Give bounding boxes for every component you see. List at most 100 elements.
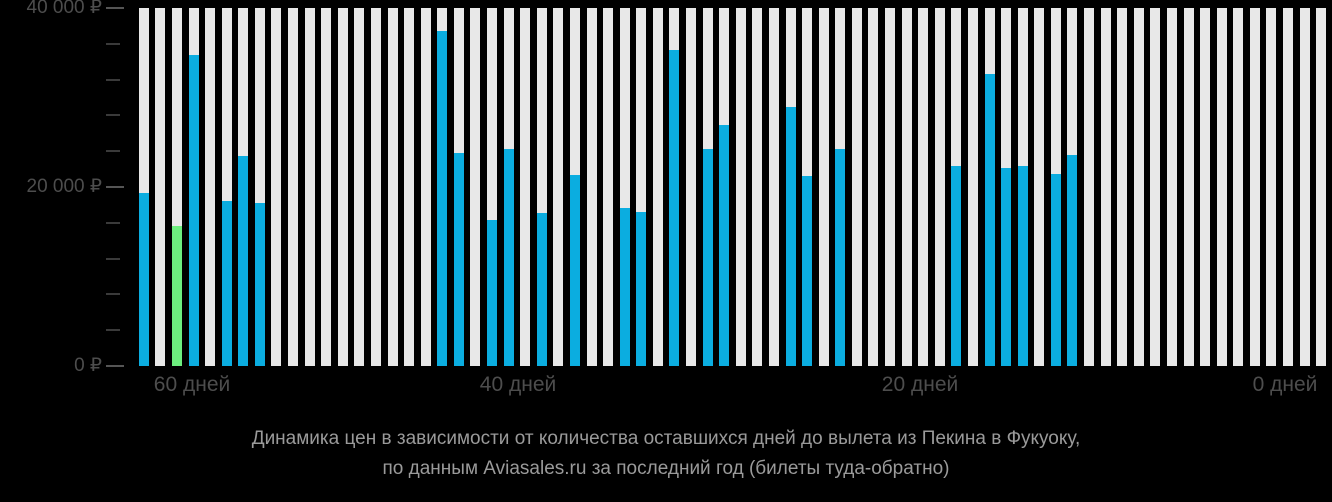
chart-column[interactable]	[1200, 0, 1211, 366]
chart-column[interactable]	[951, 0, 962, 366]
chart-bar[interactable]	[702, 149, 713, 366]
chart-column[interactable]	[669, 0, 680, 366]
chart-bar-highlighted[interactable]	[171, 225, 182, 366]
chart-bar[interactable]	[1067, 154, 1078, 366]
chart-bar[interactable]	[487, 220, 498, 366]
chart-column[interactable]	[188, 0, 199, 366]
chart-column[interactable]	[652, 0, 663, 366]
chart-column[interactable]	[835, 0, 846, 366]
chart-column[interactable]	[420, 0, 431, 366]
chart-column[interactable]	[370, 0, 381, 366]
chart-bar[interactable]	[221, 201, 232, 366]
chart-column[interactable]	[851, 0, 862, 366]
chart-column[interactable]	[984, 0, 995, 366]
chart-column[interactable]	[868, 0, 879, 366]
chart-column[interactable]	[304, 0, 315, 366]
y-axis-tick-minor	[106, 150, 120, 153]
chart-column[interactable]	[1017, 0, 1028, 366]
chart-column[interactable]	[901, 0, 912, 366]
chart-column[interactable]	[437, 0, 448, 366]
chart-column[interactable]	[1067, 0, 1078, 366]
chart-column[interactable]	[337, 0, 348, 366]
chart-column[interactable]	[1117, 0, 1128, 366]
chart-column[interactable]	[288, 0, 299, 366]
chart-bar[interactable]	[453, 153, 464, 366]
chart-column[interactable]	[238, 0, 249, 366]
chart-column[interactable]	[354, 0, 365, 366]
chart-bar[interactable]	[188, 55, 199, 366]
chart-column[interactable]	[138, 0, 149, 366]
chart-bar[interactable]	[437, 31, 448, 366]
chart-column[interactable]	[1166, 0, 1177, 366]
chart-column[interactable]	[321, 0, 332, 366]
chart-column[interactable]	[387, 0, 398, 366]
chart-column[interactable]	[802, 0, 813, 366]
chart-bar[interactable]	[619, 208, 630, 366]
chart-bar[interactable]	[536, 212, 547, 366]
chart-column[interactable]	[636, 0, 647, 366]
chart-column[interactable]	[1249, 0, 1260, 366]
chart-bar[interactable]	[669, 50, 680, 366]
chart-column[interactable]	[503, 0, 514, 366]
chart-bar[interactable]	[719, 125, 730, 366]
chart-column[interactable]	[1299, 0, 1310, 366]
column-track	[752, 8, 763, 366]
chart-bar[interactable]	[1017, 165, 1028, 366]
chart-column[interactable]	[768, 0, 779, 366]
chart-bar[interactable]	[1050, 173, 1061, 366]
chart-column[interactable]	[520, 0, 531, 366]
chart-column[interactable]	[553, 0, 564, 366]
chart-column[interactable]	[470, 0, 481, 366]
chart-column[interactable]	[569, 0, 580, 366]
chart-column[interactable]	[719, 0, 730, 366]
chart-column[interactable]	[619, 0, 630, 366]
chart-column[interactable]	[1266, 0, 1277, 366]
chart-bar[interactable]	[254, 203, 265, 366]
chart-column[interactable]	[1050, 0, 1061, 366]
chart-bar[interactable]	[1001, 168, 1012, 366]
chart-column[interactable]	[453, 0, 464, 366]
chart-column[interactable]	[1084, 0, 1095, 366]
chart-column[interactable]	[1216, 0, 1227, 366]
chart-column[interactable]	[1034, 0, 1045, 366]
chart-column[interactable]	[1316, 0, 1327, 366]
chart-column[interactable]	[1100, 0, 1111, 366]
chart-column[interactable]	[885, 0, 896, 366]
chart-bar[interactable]	[785, 107, 796, 366]
chart-column[interactable]	[702, 0, 713, 366]
chart-column[interactable]	[171, 0, 182, 366]
chart-column[interactable]	[918, 0, 929, 366]
chart-column[interactable]	[686, 0, 697, 366]
chart-bar[interactable]	[835, 149, 846, 366]
chart-bar[interactable]	[503, 148, 514, 366]
chart-column[interactable]	[603, 0, 614, 366]
chart-column[interactable]	[404, 0, 415, 366]
chart-bar[interactable]	[238, 155, 249, 366]
chart-bar[interactable]	[802, 176, 813, 366]
chart-column[interactable]	[1283, 0, 1294, 366]
chart-column[interactable]	[221, 0, 232, 366]
chart-column[interactable]	[752, 0, 763, 366]
chart-column[interactable]	[967, 0, 978, 366]
chart-bar[interactable]	[138, 193, 149, 366]
chart-bar[interactable]	[984, 74, 995, 366]
chart-column[interactable]	[735, 0, 746, 366]
chart-column[interactable]	[205, 0, 216, 366]
chart-column[interactable]	[934, 0, 945, 366]
chart-column[interactable]	[536, 0, 547, 366]
chart-column[interactable]	[818, 0, 829, 366]
chart-column[interactable]	[1133, 0, 1144, 366]
chart-column[interactable]	[1233, 0, 1244, 366]
chart-column[interactable]	[785, 0, 796, 366]
chart-column[interactable]	[254, 0, 265, 366]
chart-bar[interactable]	[636, 212, 647, 366]
chart-column[interactable]	[1150, 0, 1161, 366]
chart-column[interactable]	[487, 0, 498, 366]
chart-column[interactable]	[271, 0, 282, 366]
chart-bar[interactable]	[951, 165, 962, 366]
chart-column[interactable]	[155, 0, 166, 366]
chart-column[interactable]	[1001, 0, 1012, 366]
chart-column[interactable]	[1183, 0, 1194, 366]
chart-column[interactable]	[586, 0, 597, 366]
chart-bar[interactable]	[569, 175, 580, 366]
